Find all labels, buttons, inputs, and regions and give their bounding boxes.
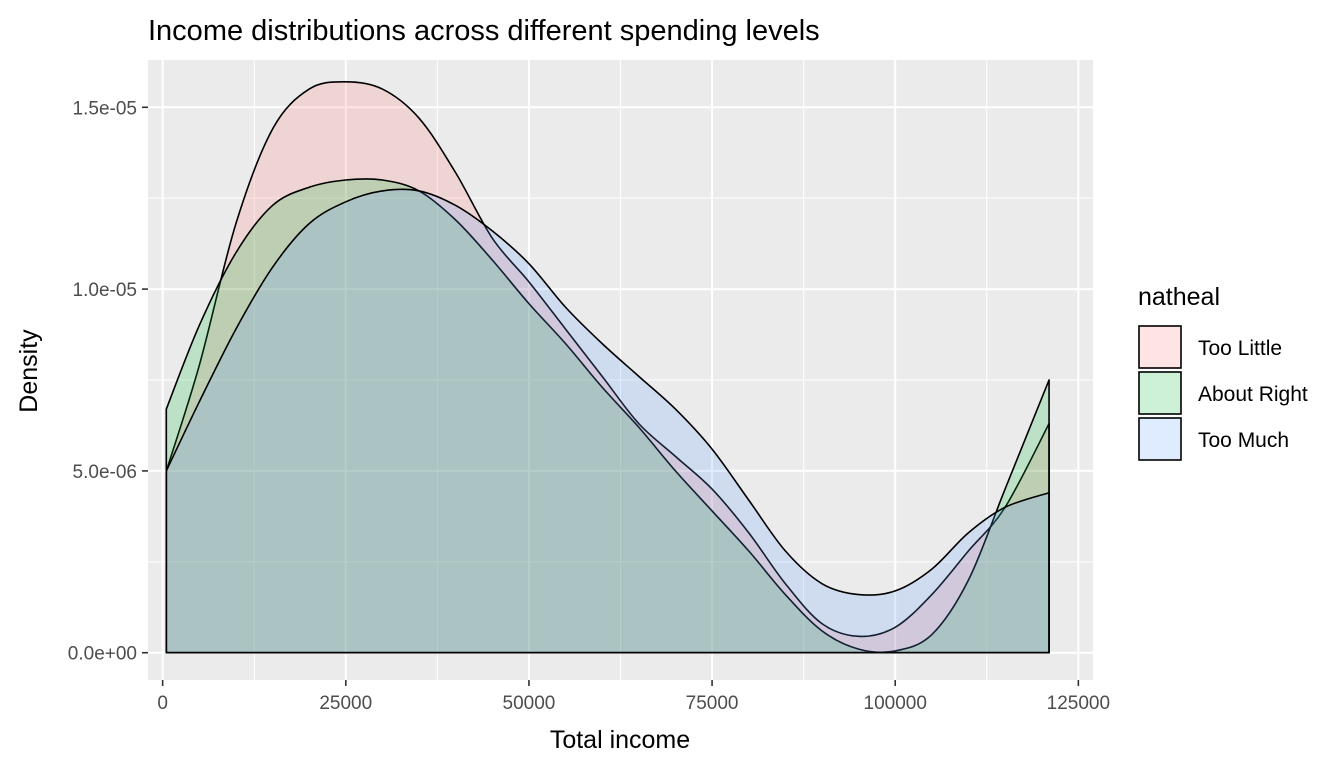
x-axis-title: Total income	[550, 726, 690, 754]
x-tick-label: 50000	[503, 693, 556, 714]
legend-key-background	[1138, 325, 1182, 369]
legend-label: Too Little	[1198, 337, 1282, 360]
y-tick-label: 1.5e-05	[73, 98, 137, 119]
y-tick-label: 1.0e-05	[73, 280, 137, 301]
x-tick-label: 0	[157, 693, 168, 714]
density-area-about-right	[165, 178, 1050, 654]
legend-label: Too Much	[1198, 429, 1289, 452]
x-tick-label: 125000	[1047, 693, 1110, 714]
x-tick-label: 100000	[864, 693, 927, 714]
y-axis: 0.0e+00 5.0e-06 1.0e-05 1.5e-05	[68, 98, 148, 665]
y-axis-title: Density	[15, 329, 43, 413]
legend: natheal Too Little About Right Too Much	[1138, 283, 1308, 461]
legend-key-too-little	[1138, 325, 1182, 369]
legend-key-too-much	[1138, 417, 1182, 461]
legend-label: About Right	[1198, 383, 1308, 406]
legend-title: natheal	[1138, 283, 1220, 311]
plot-panel	[148, 60, 1093, 680]
density-area-too-much	[165, 188, 1050, 654]
legend-key-background	[1138, 417, 1182, 461]
legend-key-about-right	[1138, 371, 1182, 415]
density-area-too-little	[165, 81, 1050, 654]
x-tick-label: 75000	[686, 693, 739, 714]
y-tick-label: 0.0e+00	[68, 644, 137, 665]
x-tick-label: 25000	[319, 693, 372, 714]
x-axis: 0 25000 50000 75000 100000 125000	[157, 680, 1110, 714]
chart-title: Income distributions across different sp…	[148, 15, 820, 47]
y-tick-label: 5.0e-06	[73, 462, 137, 483]
legend-key-background	[1138, 371, 1182, 415]
